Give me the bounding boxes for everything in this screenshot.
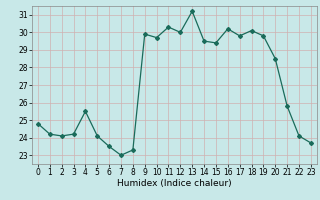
- X-axis label: Humidex (Indice chaleur): Humidex (Indice chaleur): [117, 179, 232, 188]
